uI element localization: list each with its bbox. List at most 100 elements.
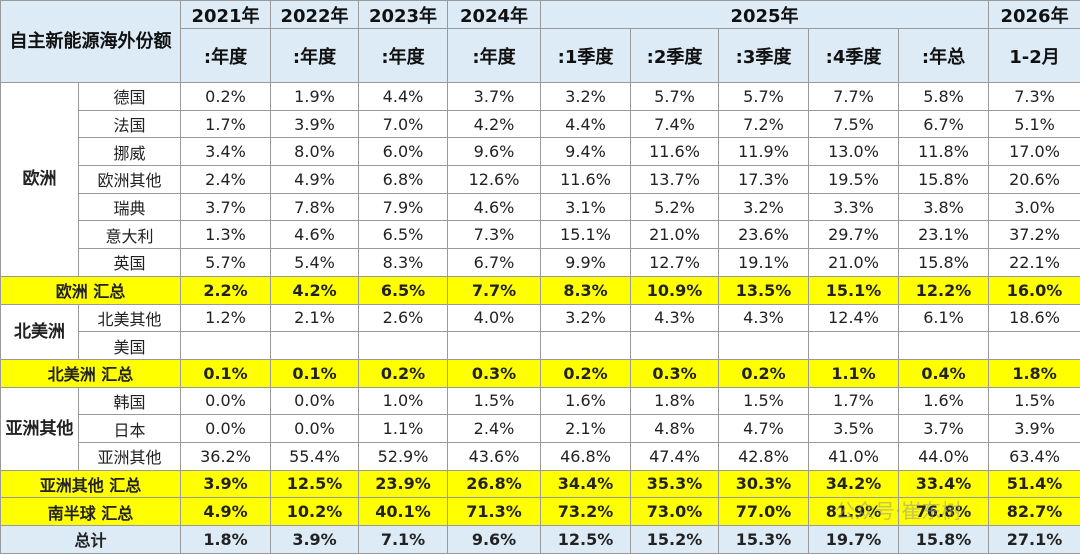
table-row: 意大利 1.3% 4.6% 6.5% 7.3% 15.1% 21.0% 23.6% 29.7% 2… <box>1 220 1080 250</box>
cell-value: 10.9% <box>630 275 719 305</box>
cell-value: 19.1% <box>718 248 809 277</box>
cell-value: 17.0% <box>988 137 1080 167</box>
cell-value: 3.1% <box>540 192 631 222</box>
cell-value: 1.1% <box>358 414 448 443</box>
country-label: 日本 <box>78 414 181 443</box>
table-row: 亚洲其他 36.2% 55.4% 52.9% 43.6% 46.8% 47.4% 42.8% 4… <box>1 441 1080 471</box>
cell-value <box>718 331 809 360</box>
cell-value: 52.9% <box>358 441 448 471</box>
country-label: 美国 <box>78 331 181 360</box>
cell-value: 7.7% <box>447 275 541 305</box>
cell-value: 1.3% <box>180 220 271 250</box>
cell-value: 7.4% <box>630 109 719 139</box>
cell-value: 12.2% <box>897 275 990 305</box>
cell-value: 2.4% <box>447 414 541 443</box>
cell-value: 4.4% <box>358 82 448 111</box>
table-row: 欧洲其他 2.4% 4.9% 6.8% 12.6% 11.6% 13.7% 17.3% 19.5… <box>1 165 1080 194</box>
cell-value: 5.1% <box>988 109 1080 139</box>
cell-value: 15.3% <box>718 525 809 554</box>
cell-value <box>540 331 631 360</box>
cell-value: 3.8% <box>897 192 990 222</box>
cell-value: 73.2% <box>540 497 631 526</box>
cell-value: 2.1% <box>540 414 631 443</box>
cell-value: 35.3% <box>630 469 719 499</box>
cell-value: 4.3% <box>718 303 809 333</box>
table-row: 英国 5.7% 5.4% 8.3% 6.7% 9.9% 12.7% 19.1% 21.0% 15.… <box>1 248 1080 277</box>
table-row: 法国 1.7% 3.9% 7.0% 4.2% 4.4% 7.4% 7.2% 7.5% 6.7% 5.… <box>1 109 1080 139</box>
year-header: 2023年 <box>358 0 448 29</box>
cell-value: 4.0% <box>447 303 541 333</box>
cell-value: 12.4% <box>808 303 899 333</box>
cell-value: 2.6% <box>358 303 448 333</box>
cell-value: 46.8% <box>540 441 631 471</box>
cell-value: 1.5% <box>718 386 809 416</box>
cell-value: 0.0% <box>180 414 271 443</box>
period-header: :年度 <box>447 28 541 83</box>
header-title: 自主新能源海外份额 <box>0 0 181 83</box>
cell-value: 9.9% <box>540 248 631 277</box>
cell-value: 17.3% <box>718 165 809 194</box>
cell-value: 4.2% <box>270 275 359 305</box>
cell-value: 13.0% <box>808 137 899 167</box>
cell-value: 26.8% <box>447 469 541 499</box>
cell-value: 1.5% <box>447 386 541 416</box>
cell-value: 76.8% <box>897 497 990 526</box>
cell-value: 6.8% <box>358 165 448 194</box>
cell-value: 29.7% <box>808 220 899 250</box>
cell-value: 34.4% <box>540 469 631 499</box>
cell-value: 0.3% <box>447 358 541 388</box>
cell-value: 9.6% <box>447 525 541 554</box>
cell-value: 33.4% <box>897 469 990 499</box>
cell-value: 3.7% <box>180 192 271 222</box>
cell-value: 7.9% <box>358 192 448 222</box>
cell-value: 6.7% <box>447 248 541 277</box>
cell-value: 43.6% <box>447 441 541 471</box>
cell-value: 1.6% <box>540 386 631 416</box>
cell-value: 44.0% <box>897 441 990 471</box>
summary-label: 亚洲其他 汇总 <box>0 469 181 499</box>
table-row: :年度:年度:年度:年度:1季度:2季度:3季度:4季度:年总 1-2月 <box>1 28 1080 83</box>
cell-value: 13.5% <box>718 275 809 305</box>
cell-value <box>897 331 990 360</box>
cell-value: 77.0% <box>718 497 809 526</box>
cell-value: 15.8% <box>897 525 990 554</box>
cell-value: 5.7% <box>718 82 809 111</box>
cell-value: 5.7% <box>180 248 271 277</box>
cell-value: 55.4% <box>270 441 359 471</box>
cell-value: 0.1% <box>180 358 271 388</box>
summary-label: 欧洲 汇总 <box>0 275 181 305</box>
cell-value: 6.5% <box>358 220 448 250</box>
cell-value: 19.5% <box>808 165 899 194</box>
cell-value <box>988 331 1080 360</box>
cell-value: 4.9% <box>270 165 359 194</box>
cell-value <box>447 331 541 360</box>
period-header: :3季度 <box>718 28 809 83</box>
cell-value: 0.0% <box>270 414 359 443</box>
cell-value: 12.5% <box>270 469 359 499</box>
cell-value: 3.3% <box>808 192 899 222</box>
cell-value: 7.8% <box>270 192 359 222</box>
cell-value: 30.3% <box>718 469 809 499</box>
table-row: 自主新能源海外份额 2021年 2022年 2023年 2024年 2025年 2026年 <box>0 0 1080 83</box>
cell-value: 15.1% <box>540 220 631 250</box>
cell-value: 21.0% <box>630 220 719 250</box>
cell-value: 11.9% <box>718 137 809 167</box>
country-label: 韩国 <box>78 386 181 416</box>
period-header: :年度 <box>270 28 359 83</box>
cell-value <box>808 331 899 360</box>
cell-value: 21.0% <box>808 248 899 277</box>
country-label: 欧洲其他 <box>78 165 181 194</box>
cell-value: 3.9% <box>988 414 1080 443</box>
cell-value: 8.3% <box>540 275 631 305</box>
cell-value: 5.2% <box>630 192 719 222</box>
table-row: 美国 <box>1 331 1080 360</box>
table-row: 挪威 3.4% 8.0% 6.0% 9.6% 9.4% 11.6% 11.9% 13.0% 11.… <box>1 137 1080 167</box>
cell-value: 2.1% <box>270 303 359 333</box>
year-header: 2022年 <box>270 0 359 29</box>
cell-value: 18.6% <box>988 303 1080 333</box>
cell-value: 8.3% <box>358 248 448 277</box>
cell-value: 22.1% <box>988 248 1080 277</box>
cell-value: 0.0% <box>270 386 359 416</box>
country-label: 亚洲其他 <box>78 441 181 471</box>
